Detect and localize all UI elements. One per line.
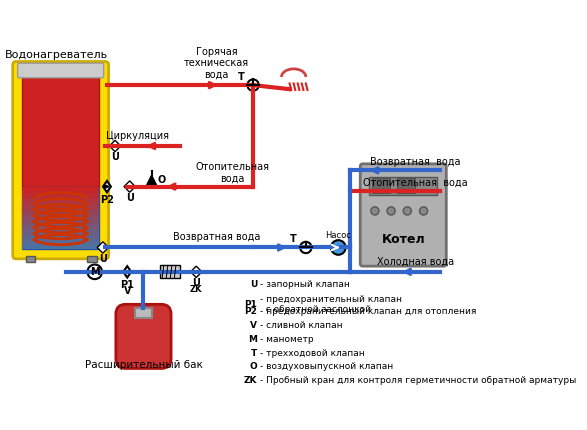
- Polygon shape: [104, 185, 109, 188]
- Bar: [372, 178, 390, 193]
- Text: O: O: [249, 362, 257, 372]
- Text: P1: P1: [120, 280, 134, 290]
- Polygon shape: [124, 181, 136, 192]
- Text: - предохранительный клапан
  с обратной заслонкой: - предохранительный клапан с обратной за…: [259, 295, 402, 314]
- Bar: [22, 224, 99, 227]
- Bar: [22, 233, 99, 236]
- Bar: [22, 246, 99, 249]
- Polygon shape: [103, 181, 111, 192]
- Circle shape: [331, 240, 346, 255]
- FancyBboxPatch shape: [360, 164, 446, 266]
- Text: - предохранительный клапан для отопления: - предохранительный клапан для отопления: [259, 307, 476, 316]
- Text: Отопительная
вода: Отопительная вода: [196, 162, 270, 184]
- Text: ZK: ZK: [190, 285, 203, 294]
- Text: V: V: [123, 286, 131, 296]
- Text: Возвратная  вода: Возвратная вода: [370, 157, 461, 167]
- Text: M: M: [90, 267, 100, 277]
- Text: U: U: [126, 193, 134, 203]
- Text: - трехходовой клапан: - трехходовой клапан: [259, 349, 365, 357]
- Text: T: T: [251, 349, 257, 357]
- Circle shape: [247, 80, 259, 91]
- Text: - сливной клапан: - сливной клапан: [259, 321, 342, 330]
- Text: U: U: [249, 280, 257, 289]
- Bar: [22, 218, 99, 221]
- Text: Водонагреватель: Водонагреватель: [5, 50, 108, 60]
- Polygon shape: [97, 242, 109, 253]
- Text: Циркуляция: Циркуляция: [106, 131, 169, 141]
- Circle shape: [371, 207, 379, 215]
- Bar: [22, 243, 99, 246]
- Text: Расширительный бак: Расширительный бак: [85, 360, 203, 370]
- Text: P1: P1: [244, 300, 257, 309]
- Text: U: U: [111, 152, 119, 163]
- Bar: [22, 196, 99, 200]
- Text: O: O: [157, 175, 166, 185]
- Text: - манометр: - манометр: [259, 335, 313, 344]
- Text: Горячая
техническая
вода: Горячая техническая вода: [184, 46, 249, 80]
- Circle shape: [87, 264, 102, 279]
- Bar: [136, 308, 151, 318]
- FancyBboxPatch shape: [18, 63, 104, 78]
- Text: ZK: ZK: [244, 376, 257, 385]
- Text: V: V: [250, 321, 257, 330]
- Text: - запорный клапан: - запорный клапан: [259, 280, 349, 289]
- Bar: [87, 255, 97, 262]
- Text: Отопительная  вода: Отопительная вода: [363, 178, 468, 187]
- Bar: [22, 200, 99, 203]
- Bar: [22, 237, 99, 240]
- Text: T: T: [291, 234, 297, 244]
- Bar: [22, 206, 99, 209]
- Text: U: U: [99, 254, 107, 264]
- Circle shape: [403, 207, 411, 215]
- Text: P2: P2: [244, 307, 257, 316]
- Text: Котел: Котел: [382, 233, 425, 246]
- Text: - Пробный кран для контроля герметичности обратной арматуры: - Пробный кран для контроля герметичност…: [259, 376, 576, 385]
- Bar: [22, 209, 99, 212]
- Polygon shape: [109, 140, 121, 152]
- Bar: [22, 71, 99, 187]
- Text: M: M: [248, 335, 257, 344]
- Polygon shape: [125, 270, 130, 273]
- Text: T: T: [238, 72, 244, 82]
- Text: P2: P2: [100, 194, 114, 205]
- Bar: [397, 178, 414, 193]
- FancyBboxPatch shape: [13, 61, 109, 259]
- Bar: [22, 221, 99, 224]
- Bar: [26, 255, 35, 262]
- Text: Насос: Насос: [325, 231, 351, 240]
- Bar: [22, 227, 99, 230]
- Bar: [369, 177, 437, 195]
- Bar: [22, 230, 99, 233]
- Text: U: U: [193, 278, 200, 288]
- Bar: [22, 215, 99, 218]
- Bar: [22, 240, 99, 243]
- Bar: [22, 187, 99, 190]
- Bar: [22, 212, 99, 215]
- Circle shape: [387, 207, 395, 215]
- Bar: [22, 203, 99, 206]
- Polygon shape: [147, 175, 157, 185]
- Bar: [22, 193, 99, 196]
- Bar: [22, 190, 99, 193]
- Text: Возвратная вода: Возвратная вода: [173, 232, 260, 242]
- FancyBboxPatch shape: [116, 304, 171, 369]
- Text: Холодная вода: Холодная вода: [377, 256, 454, 266]
- Polygon shape: [123, 266, 131, 277]
- Polygon shape: [191, 266, 202, 277]
- Circle shape: [420, 207, 427, 215]
- Bar: [22, 187, 99, 249]
- Text: - воздуховыпускной клапан: - воздуховыпускной клапан: [259, 362, 393, 372]
- Circle shape: [300, 242, 312, 253]
- Bar: [160, 265, 180, 278]
